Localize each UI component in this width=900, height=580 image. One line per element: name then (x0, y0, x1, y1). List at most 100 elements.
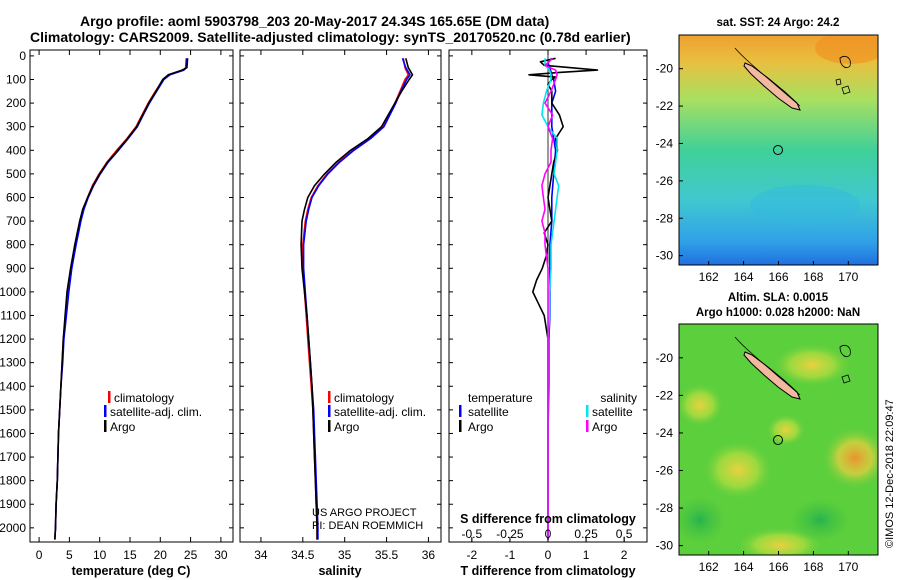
s-difference-axis-label: S difference from climatology (460, 512, 636, 526)
figure-title-line1: Argo profile: aoml 5903798_203 20-May-20… (80, 13, 549, 29)
depth-tick-label: 800 (6, 238, 26, 252)
depth-tick-label: 1500 (0, 403, 26, 417)
depth-tick-label: 500 (6, 167, 26, 181)
series-line-temperature-argo (528, 57, 599, 540)
map-x-tick-label: 166 (768, 270, 788, 284)
salinity-legend: climatology satellite-adj. clim. Argo (328, 391, 426, 434)
map-y-tick-label: -20 (656, 62, 674, 76)
legend-label-climatology: climatology (114, 391, 174, 405)
map-x-tick-label: 162 (699, 270, 719, 284)
legend-swatch-t-argo (459, 420, 462, 432)
x-top-tick-label: 0.5 (616, 527, 633, 541)
sla-high-patch (821, 426, 878, 490)
legend-label-s-satellite: satellite (592, 405, 633, 419)
depth-tick-label: 1700 (0, 450, 26, 464)
x-tick-label: 0 (36, 548, 43, 562)
depth-tick-label: 1300 (0, 356, 26, 370)
x-tick-label: 35 (338, 548, 352, 562)
pi-label: PI: DEAN ROEMMICH (312, 520, 423, 532)
figure-title-line2: Climatology: CARS2009. Satellite-adjuste… (30, 29, 631, 45)
map-x-tick-label: 168 (803, 270, 823, 284)
sla-map (679, 324, 878, 555)
depth-tick-label: 1200 (0, 332, 26, 346)
depth-tick-label: 1400 (0, 379, 26, 393)
x-top-tick-label: 0.25 (574, 527, 598, 541)
legend-label-satellite-adj: satellite-adj. clim. (110, 405, 202, 419)
legend-label-argo: Argo (334, 420, 360, 434)
t-difference-axis-label: T difference from climatology (460, 564, 635, 578)
legend-swatch-s-satellite (586, 405, 589, 417)
x-tick-label: 25 (184, 548, 198, 562)
legend-title-temperature: temperature (468, 391, 533, 405)
map-y-tick-label: -24 (656, 426, 674, 440)
salinity-panel-frame (239, 49, 442, 543)
depth-tick-label: 900 (6, 261, 26, 275)
sst-warm-patch (815, 35, 878, 64)
x-tick-label: 20 (154, 548, 168, 562)
legend-label-t-argo: Argo (468, 420, 494, 434)
map-x-tick-label: 168 (803, 560, 823, 574)
map-x-tick-label: 170 (838, 270, 858, 284)
temperature-profiles (54, 58, 189, 540)
x-tick-label: 15 (123, 548, 137, 562)
sla-high-patch (772, 343, 852, 387)
series-line-satellite-adj-clim- (54, 58, 188, 540)
island-outline (839, 345, 851, 357)
legend-swatch-t-satellite (459, 405, 462, 417)
x-tick-label: 34 (254, 548, 268, 562)
depth-tick-label: 300 (6, 120, 26, 134)
argo-position-marker (773, 145, 783, 155)
depth-tick-label: 700 (6, 214, 26, 228)
depth-tick-label: 1800 (0, 474, 26, 488)
x-top-tick-label: -0.25 (496, 527, 524, 541)
x-tick-label: -1 (505, 548, 516, 562)
x-tick-label: 30 (214, 548, 228, 562)
map-x-tick-label: 166 (768, 560, 788, 574)
sla-map-ticks: 162 164 166 168 170 -20 -22 -24 -26 -28 -30 (656, 351, 859, 574)
map-y-tick-label: -26 (656, 463, 674, 477)
sla-low-patch (679, 496, 726, 544)
x-top-tick-label: -0.5 (462, 527, 483, 541)
series-line-climatology (54, 58, 188, 540)
difference-legend: temperature satellite Argo salinity sate… (459, 391, 637, 434)
map-x-tick-label: 164 (734, 560, 754, 574)
legend-label-argo: Argo (110, 420, 136, 434)
legend-swatch-s-argo (586, 420, 589, 432)
x-tick-label: -2 (467, 548, 478, 562)
x-tick-label: 36 (422, 548, 436, 562)
sla-low-patch (790, 498, 850, 542)
reef-outline (734, 336, 801, 396)
x-top-tick-label: 0 (545, 527, 552, 541)
legend-title-salinity: salinity (600, 391, 637, 405)
salinity-profiles (300, 58, 414, 540)
depth-tick-label: 200 (6, 96, 26, 110)
island-outline (841, 85, 851, 95)
map-y-tick-label: -30 (656, 249, 674, 263)
map-x-tick-label: 170 (838, 560, 858, 574)
legend-label-t-satellite: satellite (468, 405, 509, 419)
map-y-tick-label: -28 (656, 211, 674, 225)
legend-label-s-argo: Argo (592, 420, 618, 434)
salinity-axis-label: salinity (318, 564, 361, 578)
legend-swatch-climatology (108, 391, 111, 403)
sst-field (679, 35, 878, 265)
x-tick-label: 34.5 (291, 548, 315, 562)
legend-swatch-satellite-adj (104, 405, 107, 417)
sst-map-ticks: 162 164 166 168 170 -20 -22 -24 -26 -28 -30 (656, 62, 859, 284)
depth-tick-label: 100 (6, 72, 26, 86)
legend-swatch-satellite-adj (328, 405, 331, 417)
x-tick-label: 5 (66, 548, 73, 562)
argo-position-marker (773, 435, 783, 445)
series-line-argo (300, 58, 414, 540)
sla-high-patch (679, 383, 724, 427)
difference-profiles (528, 50, 599, 542)
island-outline (839, 56, 851, 68)
map-y-tick-label: -22 (656, 388, 674, 402)
depth-axis-ticks: 0 100 200 300 400 500 600 700 800 900 1000 1100 1200… (0, 49, 647, 535)
map-y-tick-label: -28 (656, 501, 674, 515)
depth-tick-label: 0 (19, 49, 26, 63)
sst-cool-patch (750, 185, 860, 225)
sst-map (679, 35, 878, 265)
depth-tick-label: 1600 (0, 426, 26, 440)
